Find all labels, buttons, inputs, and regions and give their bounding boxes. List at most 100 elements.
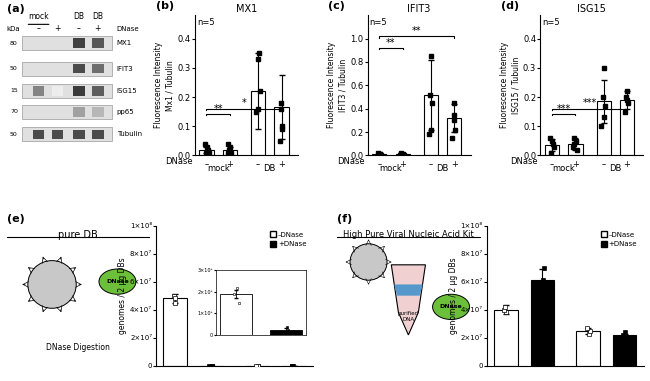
Bar [22, 127, 112, 141]
Text: DB: DB [436, 163, 448, 173]
Text: DB: DB [73, 12, 84, 21]
Circle shape [28, 261, 76, 308]
Text: pure DB: pure DB [58, 230, 98, 240]
Text: (c): (c) [328, 1, 345, 11]
Ellipse shape [433, 294, 469, 320]
Text: 80: 80 [10, 41, 18, 46]
Bar [92, 64, 104, 74]
Text: –: – [36, 24, 40, 33]
Text: DNase: DNase [106, 279, 129, 284]
Bar [73, 107, 84, 117]
Text: (f): (f) [337, 214, 352, 224]
Circle shape [350, 244, 387, 280]
Text: Tubulin: Tubulin [117, 131, 142, 138]
Text: ISG15: ISG15 [117, 88, 138, 94]
Ellipse shape [99, 269, 136, 294]
Text: *: * [242, 98, 246, 109]
Text: IFIT3: IFIT3 [117, 66, 134, 72]
Y-axis label: Fluorescence Intensity
ISG15 / Tubulin: Fluorescence Intensity ISG15 / Tubulin [500, 42, 520, 128]
Bar [163, 298, 187, 366]
Text: DNase: DNase [510, 157, 538, 166]
Text: **: ** [213, 104, 223, 114]
Bar [92, 107, 104, 117]
Bar [620, 100, 634, 155]
Bar [530, 280, 554, 366]
Text: purified
DNA: purified DNA [398, 311, 419, 322]
Bar [22, 84, 112, 98]
Bar [200, 150, 213, 155]
Bar [545, 145, 559, 155]
Text: –: – [77, 24, 81, 33]
Bar [569, 144, 582, 155]
Bar [223, 150, 237, 155]
Bar [22, 61, 112, 75]
Bar [32, 130, 44, 139]
Bar [73, 64, 84, 74]
Y-axis label: Fluorescence Intensity
Mx1 / Tubulin: Fluorescence Intensity Mx1 / Tubulin [155, 42, 175, 128]
Bar [447, 118, 462, 155]
Text: MX1: MX1 [117, 40, 132, 46]
Title: MX1: MX1 [236, 5, 257, 14]
Bar [22, 105, 112, 119]
Text: mock: mock [28, 12, 49, 21]
Polygon shape [391, 265, 426, 335]
Text: **: ** [386, 38, 396, 48]
Bar [92, 86, 104, 96]
Bar [73, 130, 84, 139]
Text: 50: 50 [10, 66, 18, 71]
Y-axis label: genomes / 2 µg DBs: genomes / 2 µg DBs [118, 257, 127, 334]
Bar [251, 91, 265, 155]
Text: DNase Digestion: DNase Digestion [46, 343, 110, 352]
Bar [576, 331, 600, 366]
Text: mock: mock [207, 163, 229, 173]
Text: n=5: n=5 [197, 18, 214, 27]
Legend: –DNase, +DNase: –DNase, +DNase [599, 229, 640, 250]
Text: 15: 15 [10, 88, 18, 93]
Bar [372, 154, 386, 155]
Text: DNase: DNase [337, 157, 365, 166]
Text: DB: DB [264, 163, 276, 173]
Bar [22, 36, 112, 50]
Bar [32, 86, 44, 96]
Y-axis label: genomes / 2 µg DBs: genomes / 2 µg DBs [449, 257, 458, 334]
Text: 70: 70 [10, 109, 18, 114]
Text: DB: DB [609, 163, 621, 173]
Bar [73, 38, 84, 48]
Text: mock: mock [380, 163, 402, 173]
Text: n=5: n=5 [542, 18, 560, 27]
Bar [424, 95, 438, 155]
Text: (a): (a) [6, 4, 24, 14]
Bar [597, 101, 610, 155]
Text: DNase: DNase [165, 157, 192, 166]
Bar [92, 38, 104, 48]
Text: +: + [95, 24, 101, 33]
Text: DNase: DNase [439, 304, 462, 309]
Text: High Pure Viral Nucleic Acid Kit: High Pure Viral Nucleic Acid Kit [343, 230, 474, 239]
Text: DNase: DNase [117, 26, 140, 32]
Text: +: + [55, 24, 60, 33]
Text: kDa: kDa [6, 26, 20, 32]
Text: n=5: n=5 [370, 18, 387, 27]
Text: (d): (d) [501, 1, 519, 11]
Bar [613, 335, 636, 366]
Polygon shape [394, 285, 422, 296]
Text: mock: mock [552, 163, 575, 173]
Title: ISG15: ISG15 [577, 5, 606, 14]
Text: (e): (e) [6, 214, 24, 224]
Bar [92, 130, 104, 139]
Bar [51, 86, 64, 96]
Text: DB: DB [92, 12, 103, 21]
Bar [73, 86, 84, 96]
Bar [494, 310, 518, 366]
Text: **: ** [412, 26, 422, 36]
Text: pp65: pp65 [117, 109, 135, 115]
Text: ***: *** [582, 98, 597, 109]
Y-axis label: Fluorescence Intensity
IFIT3 / Tubulin: Fluorescence Intensity IFIT3 / Tubulin [327, 42, 347, 128]
Text: 50: 50 [10, 132, 18, 137]
Text: ***: *** [556, 104, 571, 114]
Bar [51, 130, 64, 139]
Bar [274, 107, 289, 155]
Bar [396, 154, 410, 155]
Legend: –DNase, +DNase: –DNase, +DNase [268, 229, 309, 250]
Title: IFIT3: IFIT3 [408, 5, 431, 14]
